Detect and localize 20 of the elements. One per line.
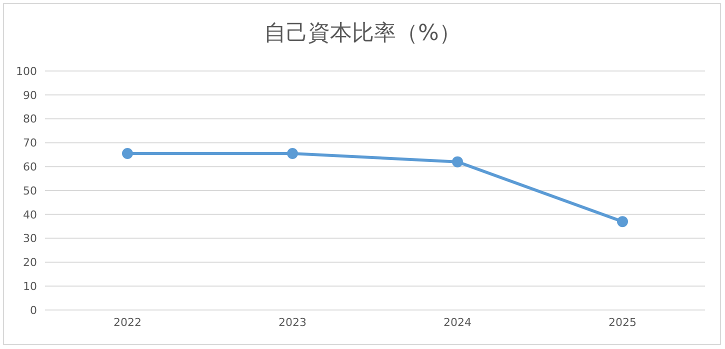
chart-title: 自己資本比率（%） xyxy=(263,20,462,48)
y-tick-label: 80 xyxy=(23,112,37,126)
y-tick-label: 30 xyxy=(23,232,37,246)
point xyxy=(617,216,628,228)
point xyxy=(122,148,133,159)
y-tick-label: 70 xyxy=(23,136,37,150)
point xyxy=(452,156,463,168)
y-tick-label: 90 xyxy=(23,88,37,102)
y-tick-label: 20 xyxy=(23,256,37,270)
y-tick-label: 0 xyxy=(30,304,37,317)
y-tick-label: 60 xyxy=(23,160,37,174)
y-tick-label: 10 xyxy=(23,280,37,294)
point xyxy=(287,148,298,159)
x-tick-label: 2023 xyxy=(278,316,306,329)
y-tick-label: 100 xyxy=(16,64,37,78)
x-tick-label: 2024 xyxy=(444,316,472,329)
y-tick-label: 50 xyxy=(23,184,37,198)
y-tick-label: 40 xyxy=(23,208,37,222)
x-tick-label: 2025 xyxy=(608,316,636,329)
x-tick-label: 2022 xyxy=(114,316,142,329)
